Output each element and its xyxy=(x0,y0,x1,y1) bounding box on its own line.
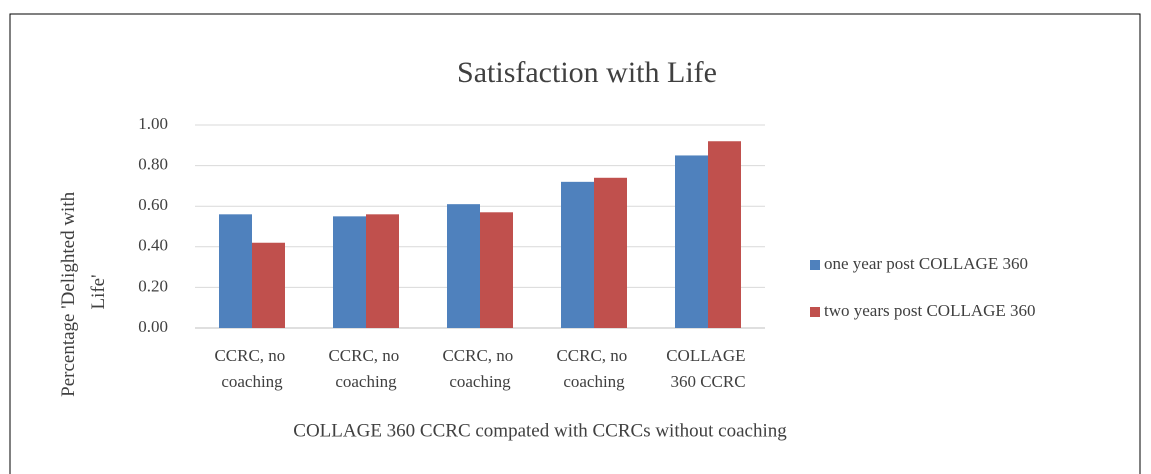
y-tick-label: 0.20 xyxy=(138,276,168,295)
x-tick-label: CCRC, no coaching xyxy=(556,346,631,391)
x-tick-label: CCRC, no coaching xyxy=(328,346,403,391)
bar xyxy=(708,141,741,328)
bar xyxy=(594,177,627,328)
legend-label: two years post COLLAGE 360 xyxy=(824,301,1036,320)
bar xyxy=(561,181,594,328)
chart-border xyxy=(9,13,1141,474)
x-tick-label: CCRC, no coaching xyxy=(214,346,289,391)
y-axis-title: Percentage 'Delighted with Life' xyxy=(58,187,109,397)
bar xyxy=(366,214,399,328)
y-tick-label: 0.00 xyxy=(138,317,168,336)
bar xyxy=(447,204,480,328)
legend-swatch xyxy=(810,260,820,270)
x-tick-label: CCRC, no coaching xyxy=(442,346,517,391)
x-axis-title: COLLAGE 360 CCRC compated with CCRCs wit… xyxy=(293,420,787,441)
chart-title: Satisfaction with Life xyxy=(457,56,717,89)
bar xyxy=(219,214,252,328)
x-tick-label: COLLAGE 360 CCRC xyxy=(666,346,750,391)
y-tick-label: 1.00 xyxy=(138,114,168,133)
bar xyxy=(480,212,513,328)
y-tick-label: 0.40 xyxy=(138,236,168,255)
legend-label: one year post COLLAGE 360 xyxy=(824,254,1028,273)
bar xyxy=(675,155,708,328)
bar xyxy=(252,242,285,328)
y-tick-label: 0.80 xyxy=(138,155,168,174)
y-tick-label: 0.60 xyxy=(138,195,168,214)
bar xyxy=(333,216,366,328)
legend-swatch xyxy=(810,307,820,317)
